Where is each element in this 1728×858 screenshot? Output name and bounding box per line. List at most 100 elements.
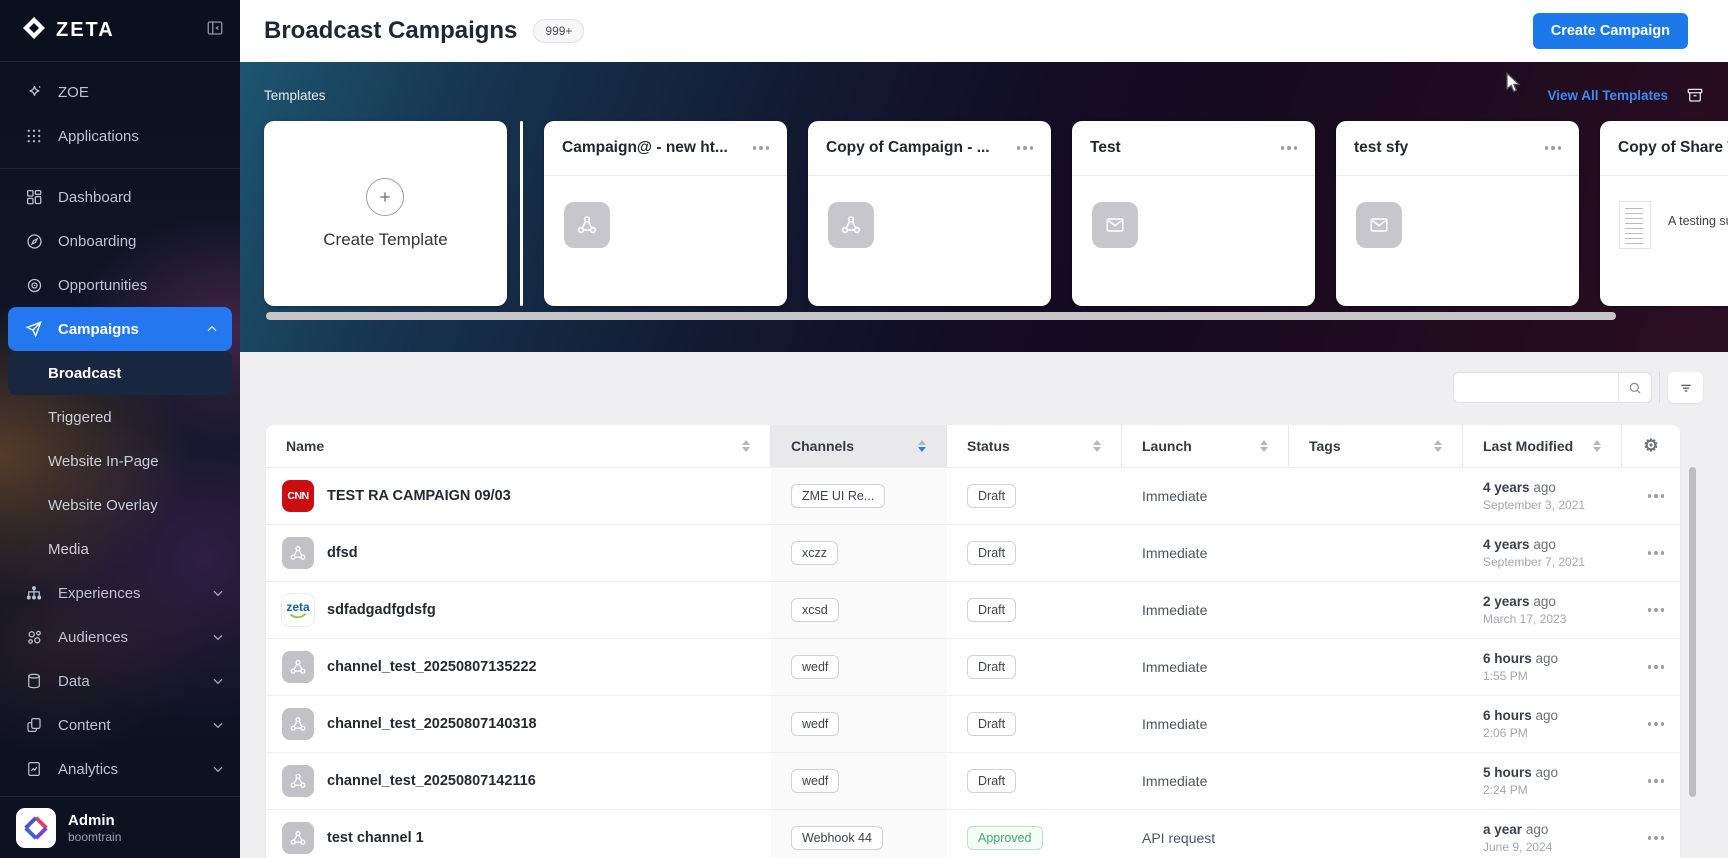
table-row[interactable]: zeta sdfadgadfgdsfg xcsd Draft Immediate … [266,581,1680,638]
column-header-tags[interactable]: Tags [1289,425,1463,467]
user-profile[interactable]: Admin boomtrain [0,796,240,858]
more-options-icon[interactable] [1016,146,1033,150]
sidebar-item-label: Experiences [58,584,141,602]
column-header-name[interactable]: Name [266,425,771,467]
row-actions-icon[interactable] [1647,665,1665,669]
row-actions-icon[interactable] [1647,494,1665,498]
sidebar-item-website-in-page[interactable]: Website In-Page [0,439,240,483]
send-icon [24,319,44,339]
template-thumbnail [1620,202,1650,248]
compass-icon [24,231,44,251]
table-row[interactable]: test channel 1 Webhook 44 Approved API r… [266,809,1680,858]
main-content: Broadcast Campaigns 999+ Create Campaign… [240,0,1728,858]
create-campaign-button[interactable]: Create Campaign [1532,13,1688,49]
sidebar-item-analytics[interactable]: Analytics [0,747,240,791]
sidebar-collapse-icon[interactable] [206,19,224,42]
table-row[interactable]: CNN TEST RA CAMPAIGN 09/03 ZME UI Re... D… [266,467,1680,524]
table-row[interactable]: dfsd xczz Draft Immediate 4 years ago Sep… [266,524,1680,581]
modified-date: September 7, 2021 [1483,555,1586,569]
sort-icon[interactable] [1593,440,1601,452]
more-options-icon[interactable] [1544,146,1561,150]
create-template-label: Create Template [323,229,448,249]
row-actions-icon[interactable] [1647,551,1665,555]
template-card[interactable]: Test [1072,121,1315,306]
row-actions-icon[interactable] [1647,608,1665,612]
status-badge: Approved [967,826,1043,850]
sidebar-item-opportunities[interactable]: Opportunities [0,263,240,307]
sidebar-item-content[interactable]: Content [0,703,240,747]
status-badge: Draft [967,598,1017,622]
row-actions-icon[interactable] [1647,836,1665,840]
more-options-icon[interactable] [1280,146,1297,150]
column-settings-button[interactable]: ⚙ [1622,425,1680,467]
user-org: boomtrain [68,829,122,844]
column-header-launch[interactable]: Launch [1122,425,1289,467]
filter-button[interactable] [1668,372,1703,403]
webhook-channel-icon [282,822,314,854]
sort-icon[interactable] [1434,440,1442,452]
campaign-count-badge: 999+ [533,19,585,43]
audiences-icon [24,627,44,647]
templates-horizontal-scrollbar[interactable] [266,312,1616,320]
campaign-name: channel_test_20250807135222 [327,659,537,675]
campaign-name: channel_test_20250807142116 [327,773,536,789]
sidebar-item-experiences[interactable]: Experiences [0,571,240,615]
table-vertical-scrollbar[interactable] [1689,467,1696,797]
sort-icon[interactable] [1093,440,1101,452]
campaigns-table: Name Channels Status Launch [266,425,1680,858]
column-header-channels[interactable]: Channels [771,425,947,467]
column-header-last-modified[interactable]: Last Modified [1463,425,1622,467]
webhook-channel-icon [282,708,314,740]
more-options-icon[interactable] [752,146,769,150]
sort-icon[interactable] [1260,440,1268,452]
template-title: Copy of Campaign - ... [826,139,990,156]
table-row[interactable]: channel_test_20250807140318 wedf Draft I… [266,695,1680,752]
column-header-status[interactable]: Status [947,425,1122,467]
search-input[interactable] [1454,373,1618,402]
search-box [1453,372,1652,403]
template-card[interactable]: Copy of Campaign - ... [808,121,1051,306]
sidebar-item-data[interactable]: Data [0,659,240,703]
template-card[interactable]: test sfy [1336,121,1579,306]
table-row[interactable]: channel_test_20250807142116 wedf Draft I… [266,752,1680,809]
table-row[interactable]: channel_test_20250807135222 wedf Draft I… [266,638,1680,695]
sidebar-item-applications[interactable]: Applications [0,114,240,158]
webhook-channel-icon [282,765,314,797]
row-actions-icon[interactable] [1647,779,1665,783]
sidebar-item-onboarding[interactable]: Onboarding [0,219,240,263]
launch-value: Immediate [1142,716,1208,732]
grid-dots-icon [24,126,44,146]
sidebar-item-label: Audiences [58,628,129,646]
sidebar-top-section: ZOE Applications [0,62,240,169]
row-actions-icon[interactable] [1647,722,1665,726]
sidebar-item-label: Opportunities [58,276,148,294]
sort-icon-desc[interactable] [918,440,926,452]
view-all-templates-link[interactable]: View All Templates [1547,87,1668,103]
create-template-card[interactable]: Create Template [264,121,507,306]
template-title: test sfy [1354,139,1409,156]
sidebar-item-dashboard[interactable]: Dashboard [0,175,240,219]
tags-value [1289,696,1463,752]
channel-chip: xczz [791,541,838,565]
database-icon [24,671,44,691]
status-badge: Draft [967,655,1017,679]
sidebar-item-campaigns[interactable]: Campaigns [8,307,232,351]
sidebar-item-website-overlay[interactable]: Website Overlay [0,483,240,527]
sidebar-item-zoe[interactable]: ZOE [0,70,240,114]
sidebar-item-triggered[interactable]: Triggered [0,395,240,439]
template-card[interactable]: Copy of Share Tem... A testing sub [1600,121,1728,306]
template-title: Test [1090,139,1121,156]
chevron-down-icon [210,585,226,601]
webhook-channel-icon [282,651,314,683]
search-icon[interactable] [1618,373,1651,402]
report-icon [24,759,44,779]
archive-box-icon[interactable] [1686,86,1704,104]
template-card[interactable]: Campaign@ - new ht... [544,121,787,306]
sidebar-item-media[interactable]: Media [0,527,240,571]
sidebar-item-broadcast[interactable]: Broadcast [8,351,232,395]
sidebar-item-audiences[interactable]: Audiences [0,615,240,659]
sort-icon[interactable] [742,440,750,452]
modified-date: 2:06 PM [1483,726,1528,740]
template-cards-row: Create Template Campaign@ - new ht... [264,121,1728,306]
